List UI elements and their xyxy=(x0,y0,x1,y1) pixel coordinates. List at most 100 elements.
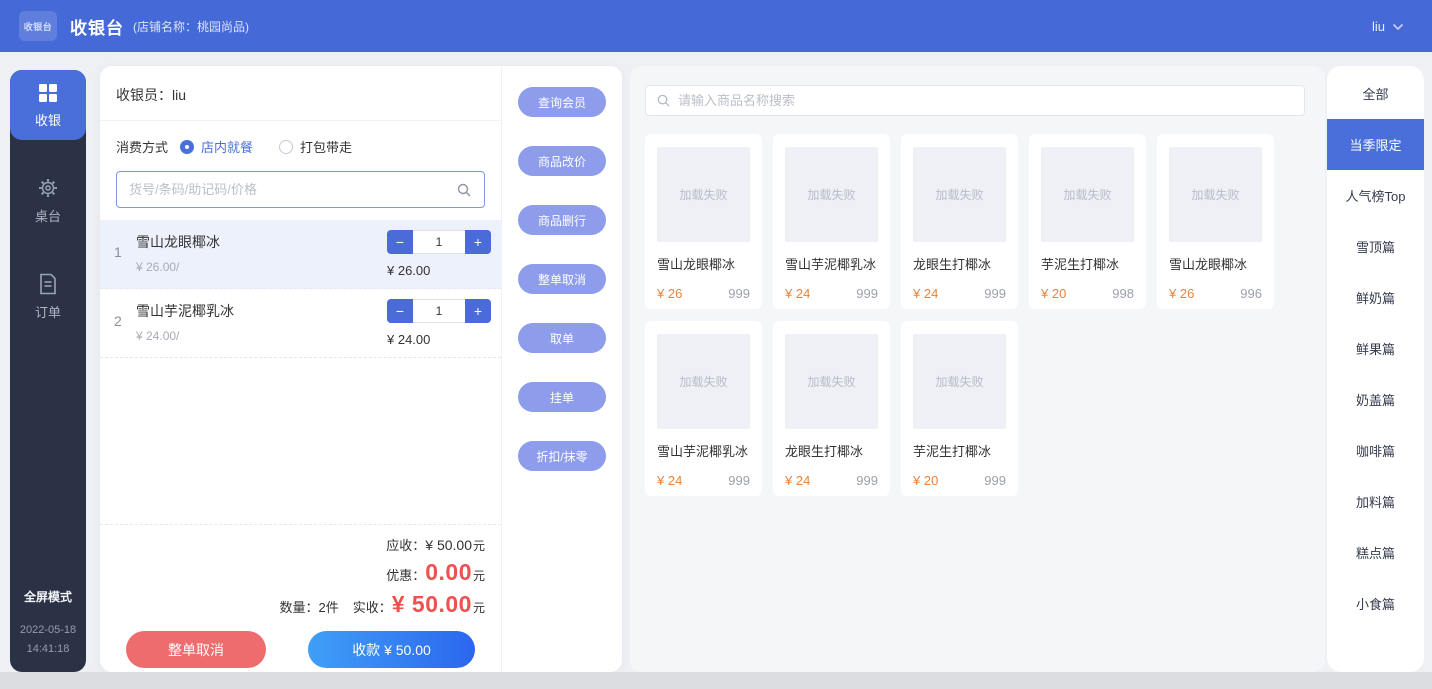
product-card[interactable]: 加载失败 龙眼生打椰冰 ¥ 24 999 xyxy=(901,134,1018,309)
product-stock: 996 xyxy=(1240,286,1262,301)
cart-buttons: 整单取消 收款 ¥ 50.00 xyxy=(116,623,485,668)
category-item[interactable]: 奶盖篇 xyxy=(1355,393,1395,408)
quantity-stepper: − 1 + xyxy=(387,299,491,323)
load-failed-text: 加载失败 xyxy=(1191,188,1240,202)
category-item[interactable]: 糕点篇 xyxy=(1355,546,1395,561)
product-name: 芋泥生打椰冰 xyxy=(1041,257,1120,272)
category-item[interactable]: 当季限定 xyxy=(1327,119,1424,170)
quantity-value: 1 xyxy=(413,299,465,323)
category-item[interactable]: 加料篇 xyxy=(1355,495,1395,510)
discount-line: 优惠： 0.00 元 xyxy=(116,559,485,586)
radio-label: 店内就餐 xyxy=(201,140,254,155)
cart-item-name: 雪山龙眼椰冰 xyxy=(136,234,220,250)
cart-summary: 应收： ¥ 50.00 元 优惠： 0.00 元 数量：2件 实收： ¥ 50.… xyxy=(100,524,501,672)
decrease-quantity-button[interactable]: − xyxy=(387,230,413,254)
nav-item-tables[interactable]: 桌台 xyxy=(10,164,86,236)
quick-actions-column: 查询会员 商品改价 商品删行 整单取消 取单 挂单 折扣/抹零 xyxy=(502,66,622,672)
product-image-placeholder: 加载失败 xyxy=(1169,147,1262,242)
nav-item-cashier[interactable]: 收银 xyxy=(10,70,86,140)
product-name: 雪山龙眼椰冰 xyxy=(657,257,736,272)
product-card[interactable]: 加载失败 芋泥生打椰冰 ¥ 20 999 xyxy=(901,321,1018,496)
quantity-value: 1 xyxy=(413,230,465,254)
load-failed-text: 加载失败 xyxy=(935,375,984,389)
cart-item-unit-price: ¥ 24.00/ xyxy=(136,329,180,343)
collect-payment-button[interactable]: 收款 ¥ 50.00 xyxy=(308,631,475,668)
product-search-input[interactable] xyxy=(678,93,1294,108)
quick-action-button[interactable]: 查询会员 xyxy=(518,87,606,117)
quick-action-button[interactable]: 取单 xyxy=(518,323,606,353)
current-time: 14:41:18 xyxy=(26,642,70,655)
cart-section: 收银员：liu 消费方式 店内就餐 打包带走 xyxy=(100,66,502,672)
decrease-quantity-button[interactable]: − xyxy=(387,299,413,323)
category-item[interactable]: 全部 xyxy=(1362,87,1389,102)
app-logo: 收银台 xyxy=(19,11,57,41)
product-name: 芋泥生打椰冰 xyxy=(913,444,992,459)
product-name: 雪山芋泥椰乳冰 xyxy=(785,257,877,272)
radio-label: 打包带走 xyxy=(300,140,353,155)
minus-icon: − xyxy=(395,303,405,319)
quick-action-button[interactable]: 整单取消 xyxy=(518,264,606,294)
cart-item-right: − 1 + ¥ 26.00 xyxy=(387,230,491,278)
cart-item-index: 1 xyxy=(114,244,122,260)
product-price: ¥ 20 xyxy=(1041,286,1067,301)
cashier-name: liu xyxy=(172,87,187,103)
product-price: ¥ 20 xyxy=(913,473,939,488)
product-card-footer: ¥ 26 996 xyxy=(1169,286,1262,301)
radio-takeaway[interactable]: 打包带走 xyxy=(279,137,352,156)
product-card[interactable]: 加载失败 雪山芋泥椰乳冰 ¥ 24 999 xyxy=(773,134,890,309)
consume-mode-label: 消费方式 xyxy=(116,140,169,155)
quick-action-button[interactable]: 挂单 xyxy=(518,382,606,412)
category-item[interactable]: 鲜奶篇 xyxy=(1355,291,1395,306)
increase-quantity-button[interactable]: + xyxy=(465,299,491,323)
fullscreen-mode-button[interactable]: 全屏模式 xyxy=(23,589,72,604)
product-card-footer: ¥ 24 999 xyxy=(657,473,750,488)
category-item[interactable]: 咖啡篇 xyxy=(1355,444,1395,459)
product-image-placeholder: 加载失败 xyxy=(785,334,878,429)
document-icon xyxy=(38,273,58,295)
increase-quantity-button[interactable]: + xyxy=(465,230,491,254)
category-item[interactable]: 雪顶篇 xyxy=(1355,240,1395,255)
cart-item-right: − 1 + ¥ 24.00 xyxy=(387,299,491,347)
left-nav: 收银 桌台 xyxy=(10,70,86,672)
product-card[interactable]: 加载失败 雪山龙眼椰冰 ¥ 26 996 xyxy=(1157,134,1274,309)
cart-search-input[interactable] xyxy=(129,182,456,197)
search-icon xyxy=(456,182,472,198)
gear-icon xyxy=(37,177,59,199)
cashier-row: 收银员：liu xyxy=(100,66,501,121)
quantity-summary: 数量：2件 xyxy=(279,600,339,615)
category-item[interactable]: 小食篇 xyxy=(1355,597,1395,612)
cancel-order-button[interactable]: 整单取消 xyxy=(126,631,266,668)
search-icon xyxy=(656,93,671,108)
nav-item-orders[interactable]: 订单 xyxy=(10,260,86,332)
product-card-footer: ¥ 20 998 xyxy=(1041,286,1134,301)
product-price: ¥ 26 xyxy=(657,286,683,301)
radio-icon xyxy=(180,139,195,154)
nav-bottom: 全屏模式 2022-05-18 14:41:18 xyxy=(20,588,76,673)
user-menu[interactable]: liu xyxy=(1372,19,1404,34)
yuan-unit: 元 xyxy=(472,569,485,583)
plus-icon: + xyxy=(473,303,483,319)
quick-action-button[interactable]: 商品改价 xyxy=(518,146,606,176)
category-item[interactable]: 鲜果篇 xyxy=(1355,342,1395,357)
product-card[interactable]: 加载失败 雪山芋泥椰乳冰 ¥ 24 999 xyxy=(645,321,762,496)
load-failed-text: 加载失败 xyxy=(935,188,984,202)
product-name: 龙眼生打椰冰 xyxy=(785,444,864,459)
minus-icon: − xyxy=(395,234,405,250)
cart-item-index: 2 xyxy=(114,313,122,329)
product-card[interactable]: 加载失败 芋泥生打椰冰 ¥ 20 998 xyxy=(1029,134,1146,309)
quick-action-button[interactable]: 折扣/抹零 xyxy=(518,441,606,471)
category-item[interactable]: 人气榜Top xyxy=(1345,189,1406,204)
nav-item-label: 收银 xyxy=(34,113,61,128)
load-failed-text: 加载失败 xyxy=(807,188,856,202)
cart-item-row[interactable]: 2 雪山芋泥椰乳冰 ¥ 24.00/ − 1 + ¥ 24.00 xyxy=(100,289,501,358)
product-card[interactable]: 加载失败 雪山龙眼椰冰 ¥ 26 999 xyxy=(645,134,762,309)
product-card[interactable]: 加载失败 龙眼生打椰冰 ¥ 24 999 xyxy=(773,321,890,496)
product-panel: 加载失败 雪山龙眼椰冰 ¥ 26 999 加载失败 雪山芋泥椰乳冰 ¥ 24 xyxy=(630,66,1325,672)
cart-item-unit-price: ¥ 26.00/ xyxy=(136,260,180,274)
radio-dine-in[interactable]: 店内就餐 xyxy=(180,137,253,156)
quick-action-button[interactable]: 商品删行 xyxy=(518,205,606,235)
cart-search-box xyxy=(116,171,485,208)
product-price: ¥ 26 xyxy=(1169,286,1195,301)
cart-item-row[interactable]: 1 雪山龙眼椰冰 ¥ 26.00/ − 1 + ¥ 26.00 xyxy=(100,220,501,289)
product-image-placeholder: 加载失败 xyxy=(785,147,878,242)
